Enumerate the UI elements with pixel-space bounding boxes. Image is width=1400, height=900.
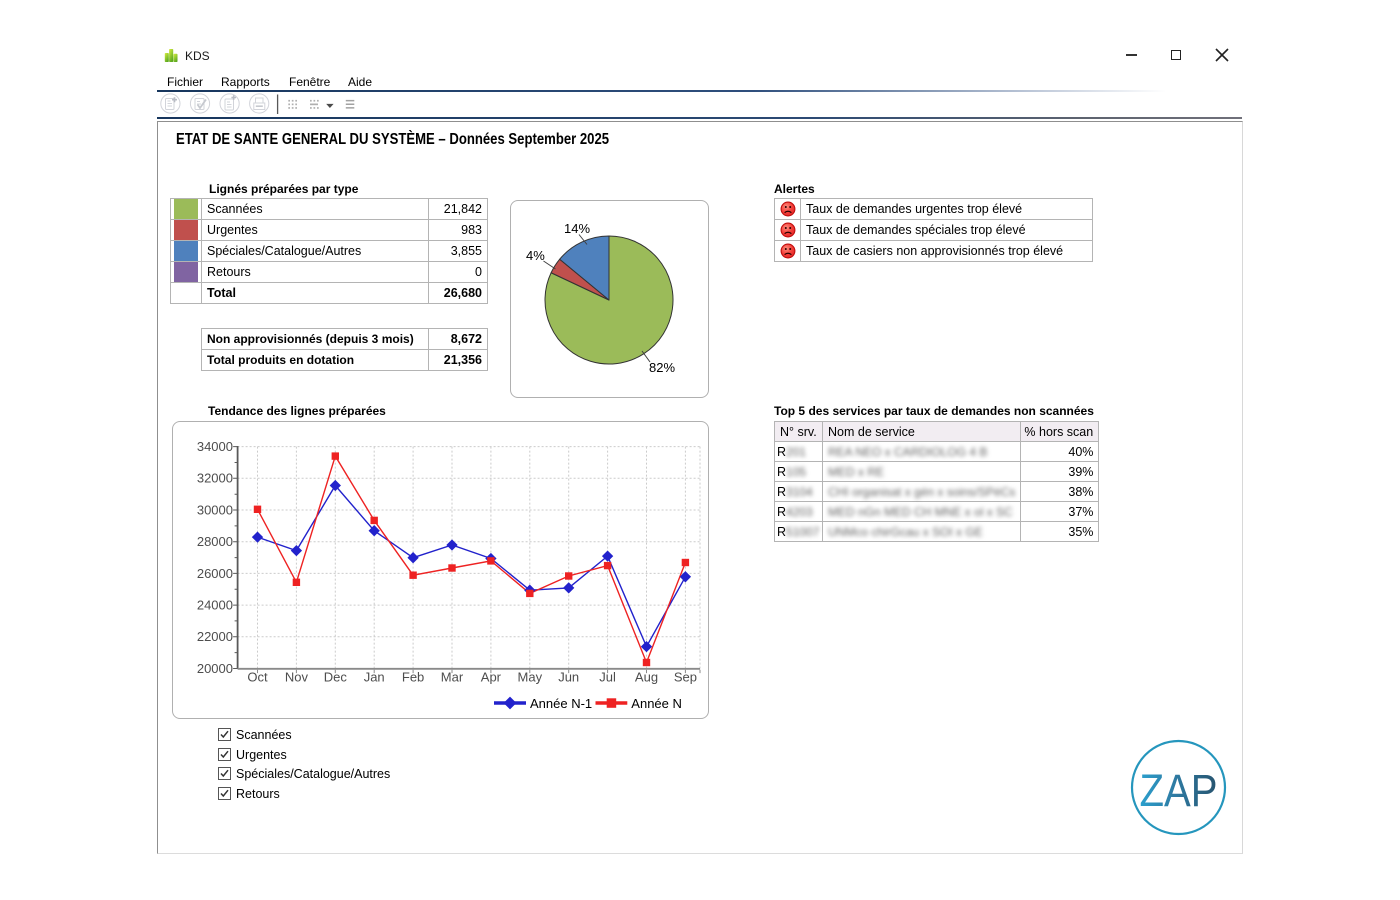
svg-text:Jun: Jun <box>558 670 579 685</box>
svg-text:Sep: Sep <box>674 670 697 685</box>
svg-text:Année N: Année N <box>631 696 682 711</box>
svg-text:14%: 14% <box>564 221 590 236</box>
svg-text:32000: 32000 <box>197 471 233 486</box>
svg-text:34000: 34000 <box>197 439 233 454</box>
svg-text:Dec: Dec <box>324 670 348 685</box>
svg-text:82%: 82% <box>649 360 675 375</box>
svg-text:Oct: Oct <box>247 670 268 685</box>
svg-text:26000: 26000 <box>197 566 233 581</box>
svg-text:28000: 28000 <box>197 534 233 549</box>
svg-text:Feb: Feb <box>402 670 424 685</box>
svg-text:Année N-1: Année N-1 <box>530 696 592 711</box>
svg-text:Nov: Nov <box>285 670 309 685</box>
svg-text:Mar: Mar <box>441 670 464 685</box>
svg-text:24000: 24000 <box>197 598 233 613</box>
svg-text:22000: 22000 <box>197 629 233 644</box>
svg-text:Jul: Jul <box>599 670 616 685</box>
svg-text:Aug: Aug <box>635 670 658 685</box>
svg-text:Jan: Jan <box>364 670 385 685</box>
svg-text:ZAP: ZAP <box>1140 765 1218 816</box>
svg-text:May: May <box>518 670 543 685</box>
svg-text:4%: 4% <box>526 248 545 263</box>
svg-text:30000: 30000 <box>197 502 233 517</box>
svg-text:20000: 20000 <box>197 661 233 676</box>
svg-text:Apr: Apr <box>481 670 502 685</box>
